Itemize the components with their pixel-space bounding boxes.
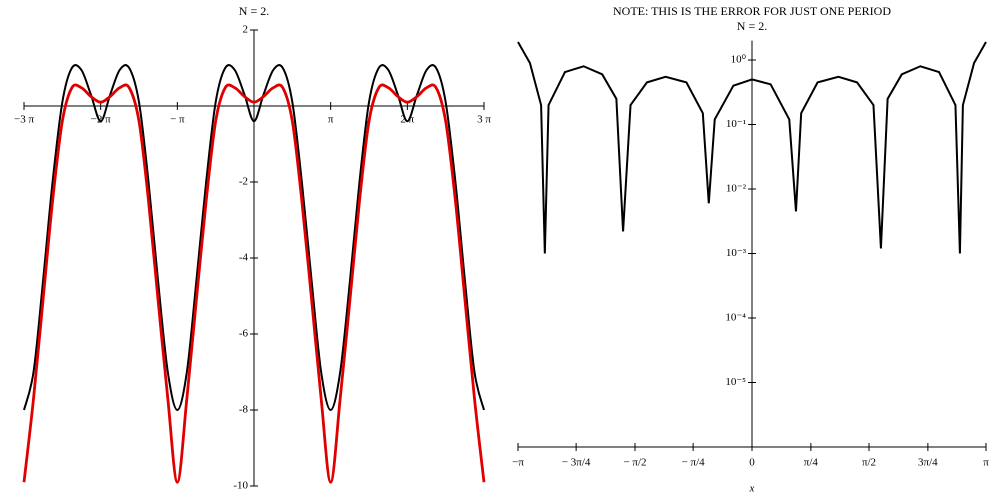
x-tick-label: 3π/4 (918, 457, 938, 469)
y-tick-label: 10⁻³ (726, 247, 747, 259)
x-tick-label: − π/4 (682, 457, 706, 469)
y-tick-label: -2 (239, 176, 248, 188)
x-tick-label: 2 π (400, 114, 414, 126)
x-tick-label: −π (512, 457, 524, 469)
y-tick-label: 10⁻² (726, 183, 747, 195)
x-tick-label: π/4 (804, 457, 819, 469)
x-tick-label: 3 π (477, 114, 491, 126)
x-tick-label: − π/2 (623, 457, 646, 469)
x-tick-label: −3 π (14, 114, 34, 126)
x-tick-label: − 3π/4 (562, 457, 591, 469)
x-tick-label: − π (170, 114, 185, 126)
y-tick-label: 10⁻⁴ (725, 312, 746, 324)
x-tick-label: π (983, 457, 989, 469)
chart-title: NOTE: THIS IS THE ERROR FOR JUST ONE PER… (613, 4, 891, 18)
x-tick-label: π/2 (862, 457, 876, 469)
x-tick-label: −2 π (91, 114, 111, 126)
data-line (22, 83, 486, 484)
y-tick-label: 10⁻⁵ (725, 376, 746, 388)
data-line (517, 41, 987, 254)
x-tick-label: 0 (749, 457, 755, 469)
x-axis-label: x (749, 483, 755, 495)
y-tick-label: -10 (233, 480, 248, 492)
y-tick-label: -8 (239, 404, 249, 416)
chart-title: N = 2. (239, 4, 269, 18)
chart-subtitle: N = 2. (737, 19, 767, 33)
data-line (23, 64, 485, 412)
y-tick-label: -6 (239, 328, 249, 340)
y-tick-label: 10⁻¹ (726, 118, 746, 130)
y-tick-label: 2 (243, 24, 249, 36)
y-tick-label: 10⁰ (731, 54, 747, 66)
y-tick-label: -4 (239, 252, 249, 264)
x-tick-label: π (328, 114, 334, 126)
